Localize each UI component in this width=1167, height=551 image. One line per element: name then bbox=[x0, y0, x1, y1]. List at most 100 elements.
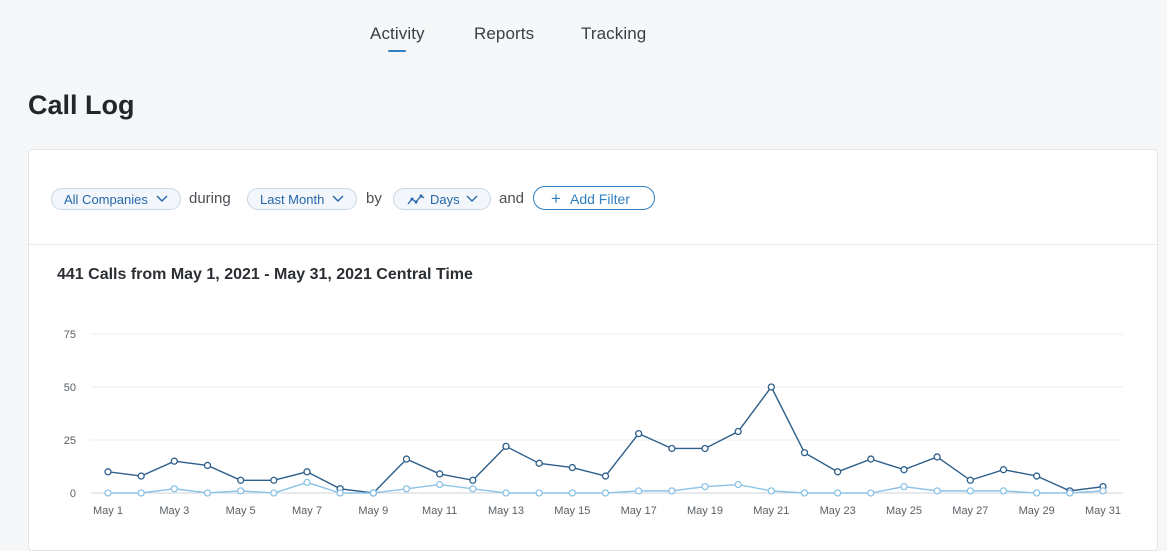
company-dropdown[interactable]: All Companies bbox=[51, 188, 181, 210]
data-point[interactable] bbox=[469, 476, 477, 484]
x-tick-label: May 15 bbox=[554, 505, 590, 517]
line-chart-icon bbox=[407, 194, 425, 205]
data-point[interactable] bbox=[1066, 489, 1074, 497]
data-point[interactable] bbox=[834, 489, 842, 497]
y-tick-label: 75 bbox=[64, 329, 76, 341]
and-label: and bbox=[499, 190, 525, 207]
x-tick-label: May 21 bbox=[753, 505, 789, 517]
tab-reports[interactable]: Reports bbox=[474, 24, 535, 43]
data-point[interactable] bbox=[170, 457, 178, 465]
data-point[interactable] bbox=[402, 455, 411, 463]
data-point[interactable] bbox=[502, 442, 510, 451]
data-point[interactable] bbox=[734, 427, 742, 436]
x-tick-label: May 29 bbox=[1019, 505, 1055, 517]
data-point[interactable] bbox=[933, 487, 941, 495]
calls-line-chart: 0 25 50 75 May 1 May 3 May 5 May 7 May 9 May 11 Ma… bbox=[64, 329, 1123, 517]
data-point[interactable] bbox=[966, 476, 974, 484]
during-label: during bbox=[189, 190, 231, 207]
data-point[interactable] bbox=[336, 489, 344, 497]
x-tick-label: May 11 bbox=[422, 505, 457, 517]
data-point[interactable] bbox=[1033, 472, 1041, 480]
data-point[interactable] bbox=[701, 482, 709, 491]
x-tick-label: May 9 bbox=[358, 505, 388, 517]
x-tick-label: May 19 bbox=[687, 505, 723, 517]
add-filter-button[interactable]: + Add Filter bbox=[533, 186, 655, 210]
data-point[interactable] bbox=[303, 468, 311, 476]
x-tick-label: May 25 bbox=[886, 505, 922, 517]
x-tick-label: May 23 bbox=[820, 505, 856, 517]
page-title: Call Log bbox=[28, 90, 135, 120]
data-point[interactable] bbox=[502, 489, 510, 497]
chevron-down-icon bbox=[466, 195, 478, 202]
data-point[interactable] bbox=[203, 461, 212, 470]
data-point[interactable] bbox=[999, 466, 1008, 474]
data-point[interactable] bbox=[635, 429, 643, 438]
data-point[interactable] bbox=[1033, 489, 1041, 497]
data-point[interactable] bbox=[933, 453, 941, 461]
data-point[interactable] bbox=[767, 383, 775, 391]
plus-icon: + bbox=[551, 189, 561, 208]
data-point[interactable] bbox=[535, 489, 543, 497]
data-point[interactable] bbox=[104, 468, 112, 476]
data-point[interactable] bbox=[303, 478, 311, 487]
data-point[interactable] bbox=[767, 487, 775, 495]
tab-tracking[interactable]: Tracking bbox=[581, 24, 647, 43]
calls-summary: 441 Calls from May 1, 2021 - May 31, 202… bbox=[57, 266, 473, 283]
y-tick-label: 50 bbox=[64, 382, 76, 394]
data-point[interactable] bbox=[800, 449, 809, 457]
data-point[interactable] bbox=[270, 476, 278, 484]
company-dropdown-label: All Companies bbox=[64, 192, 148, 207]
chevron-down-icon bbox=[332, 195, 344, 202]
x-tick-label: May 3 bbox=[159, 505, 189, 517]
x-tick-label: May 31 bbox=[1085, 505, 1121, 517]
chevron-down-icon bbox=[156, 195, 168, 202]
data-point[interactable] bbox=[601, 489, 610, 497]
y-tick-label: 0 bbox=[70, 488, 76, 500]
data-point[interactable] bbox=[900, 466, 908, 474]
data-point[interactable] bbox=[834, 468, 842, 476]
data-point[interactable] bbox=[436, 470, 444, 478]
data-point[interactable] bbox=[999, 487, 1008, 495]
data-point[interactable] bbox=[601, 472, 610, 480]
data-point[interactable] bbox=[1099, 487, 1107, 495]
x-tick-label: May 13 bbox=[488, 505, 524, 517]
data-point[interactable] bbox=[137, 472, 145, 480]
data-point[interactable] bbox=[369, 489, 377, 497]
data-point[interactable] bbox=[668, 487, 676, 495]
data-point[interactable] bbox=[635, 487, 643, 495]
tab-activity[interactable]: Activity bbox=[370, 24, 425, 52]
by-label: by bbox=[366, 190, 382, 207]
data-point[interactable] bbox=[203, 489, 212, 497]
x-tick-label: May 5 bbox=[226, 505, 256, 517]
data-point[interactable] bbox=[867, 489, 875, 497]
data-point[interactable] bbox=[469, 485, 477, 493]
data-point[interactable] bbox=[104, 489, 112, 497]
data-point[interactable] bbox=[436, 480, 444, 489]
data-point[interactable] bbox=[900, 482, 908, 491]
data-point[interactable] bbox=[668, 444, 676, 453]
granularity-dropdown[interactable]: Days bbox=[393, 188, 491, 210]
data-point[interactable] bbox=[402, 485, 411, 493]
data-point[interactable] bbox=[800, 489, 809, 497]
data-point[interactable] bbox=[734, 480, 742, 489]
data-point[interactable] bbox=[237, 476, 245, 484]
data-point[interactable] bbox=[966, 487, 974, 495]
data-point[interactable] bbox=[137, 489, 145, 497]
data-point[interactable] bbox=[568, 463, 576, 472]
data-point[interactable] bbox=[170, 485, 178, 493]
call-log-card: All Companies during Last Month by Days … bbox=[28, 149, 1158, 551]
period-dropdown[interactable]: Last Month bbox=[247, 188, 357, 210]
data-point[interactable] bbox=[867, 455, 875, 463]
x-tick-label: May 7 bbox=[292, 505, 322, 517]
x-tick-label: May 27 bbox=[952, 505, 988, 517]
data-point[interactable] bbox=[701, 444, 709, 453]
x-tick-label: May 1 bbox=[93, 505, 123, 517]
top-navigation: Activity Reports Tracking bbox=[0, 0, 1167, 70]
data-point[interactable] bbox=[270, 489, 278, 497]
granularity-dropdown-label: Days bbox=[430, 192, 460, 207]
add-filter-label: Add Filter bbox=[570, 191, 630, 207]
filter-bar: All Companies during Last Month by Days … bbox=[29, 150, 1157, 245]
data-point[interactable] bbox=[237, 487, 245, 495]
data-point[interactable] bbox=[535, 459, 543, 467]
data-point[interactable] bbox=[568, 489, 576, 497]
